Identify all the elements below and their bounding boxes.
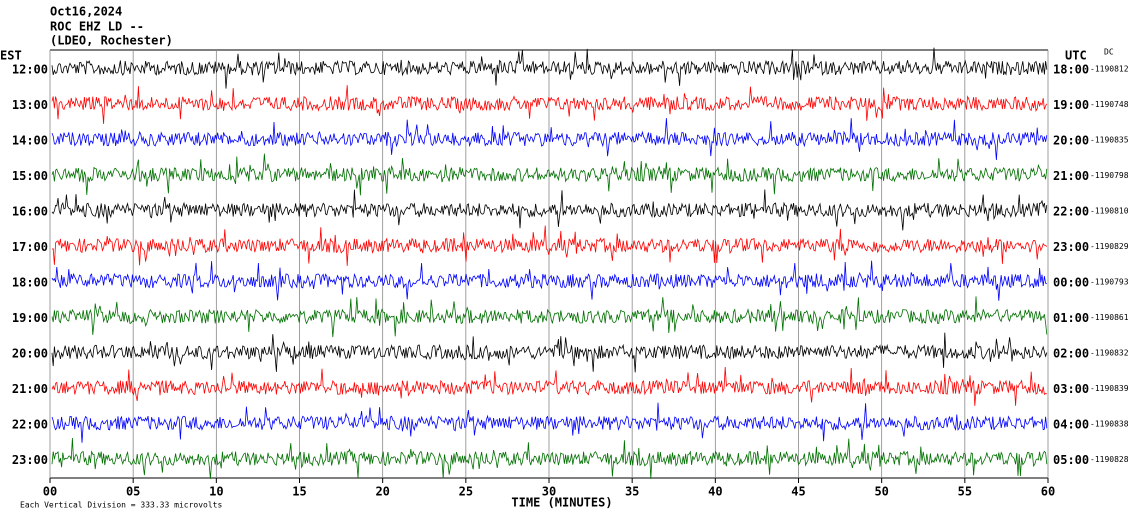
x-tick-label: 55 (958, 485, 972, 499)
x-tick-label: 45 (791, 485, 805, 499)
right-axis-label: UTC (1065, 49, 1087, 63)
trace (51, 153, 1048, 196)
header-line: ROC EHZ LD -- (50, 20, 144, 34)
x-axis-label: TIME (MINUTES) (511, 496, 612, 510)
x-tick-label: 35 (625, 485, 639, 499)
row-right-label: 03:00 (1053, 382, 1089, 396)
row-right-label: 18:00 (1053, 63, 1089, 77)
dc-value: -1190812 (1090, 65, 1129, 74)
row-left-label: 16:00 (12, 205, 48, 219)
dc-value: -1190793 (1090, 278, 1129, 287)
trace (51, 260, 1047, 301)
row-right-label: 02:00 (1053, 347, 1089, 361)
dc-value: -1190810 (1090, 207, 1129, 216)
trace (51, 332, 1048, 373)
x-tick-label: 05 (126, 485, 140, 499)
dc-value: -1190829 (1090, 242, 1129, 251)
footnote: Each Vertical Division = 333.33 microvol… (20, 501, 222, 510)
dc-value: -1190839 (1090, 384, 1129, 393)
dc-value: -1190828 (1090, 455, 1129, 464)
row-right-label: 21:00 (1053, 169, 1089, 183)
row-right-label: 22:00 (1053, 205, 1089, 219)
trace (51, 366, 1047, 406)
x-tick-label: 00 (43, 485, 57, 499)
x-tick-label: 10 (209, 485, 223, 499)
row-right-label: 05:00 (1053, 453, 1089, 467)
dc-value: -1190748 (1090, 100, 1129, 109)
trace (51, 437, 1048, 479)
row-left-label: 22:00 (12, 418, 48, 432)
header-line: Oct16,2024 (50, 5, 122, 19)
x-tick-label: 25 (459, 485, 473, 499)
x-tick-label: 50 (874, 485, 888, 499)
dc-value: -1190861 (1090, 313, 1129, 322)
x-tick-label: 20 (375, 485, 389, 499)
dc-value: -1190832 (1090, 349, 1129, 358)
dc-label: DC (1104, 48, 1114, 57)
row-left-label: 15:00 (12, 169, 48, 183)
row-left-label: 17:00 (12, 240, 48, 254)
row-left-label: 21:00 (12, 382, 48, 396)
row-right-label: 23:00 (1053, 240, 1089, 254)
x-tick-label: 40 (708, 485, 722, 499)
trace (51, 85, 1048, 124)
trace (51, 402, 1048, 443)
trace (51, 47, 1048, 89)
row-left-label: 23:00 (12, 453, 48, 467)
row-left-label: 20:00 (12, 347, 48, 361)
dc-value: -1190798 (1090, 171, 1129, 180)
row-right-label: 04:00 (1053, 418, 1089, 432)
trace (51, 225, 1048, 266)
row-right-label: 01:00 (1053, 311, 1089, 325)
row-left-label: 19:00 (12, 311, 48, 325)
dc-value: -1190838 (1090, 420, 1129, 429)
row-left-label: 12:00 (12, 63, 48, 77)
header-line: (LDEO, Rochester) (50, 34, 173, 48)
trace (51, 118, 1048, 161)
row-right-label: 19:00 (1053, 98, 1089, 112)
row-left-label: 14:00 (12, 134, 48, 148)
row-right-label: 20:00 (1053, 134, 1089, 148)
trace (51, 189, 1048, 231)
x-tick-label: 60 (1041, 485, 1055, 499)
x-tick-label: 30 (542, 485, 556, 499)
trace (51, 296, 1048, 338)
left-axis-label: EST (0, 49, 22, 63)
row-left-label: 13:00 (12, 98, 48, 112)
row-left-label: 18:00 (12, 276, 48, 290)
row-right-label: 00:00 (1053, 276, 1089, 290)
dc-value: -1190835 (1090, 136, 1129, 145)
x-tick-label: 15 (292, 485, 306, 499)
